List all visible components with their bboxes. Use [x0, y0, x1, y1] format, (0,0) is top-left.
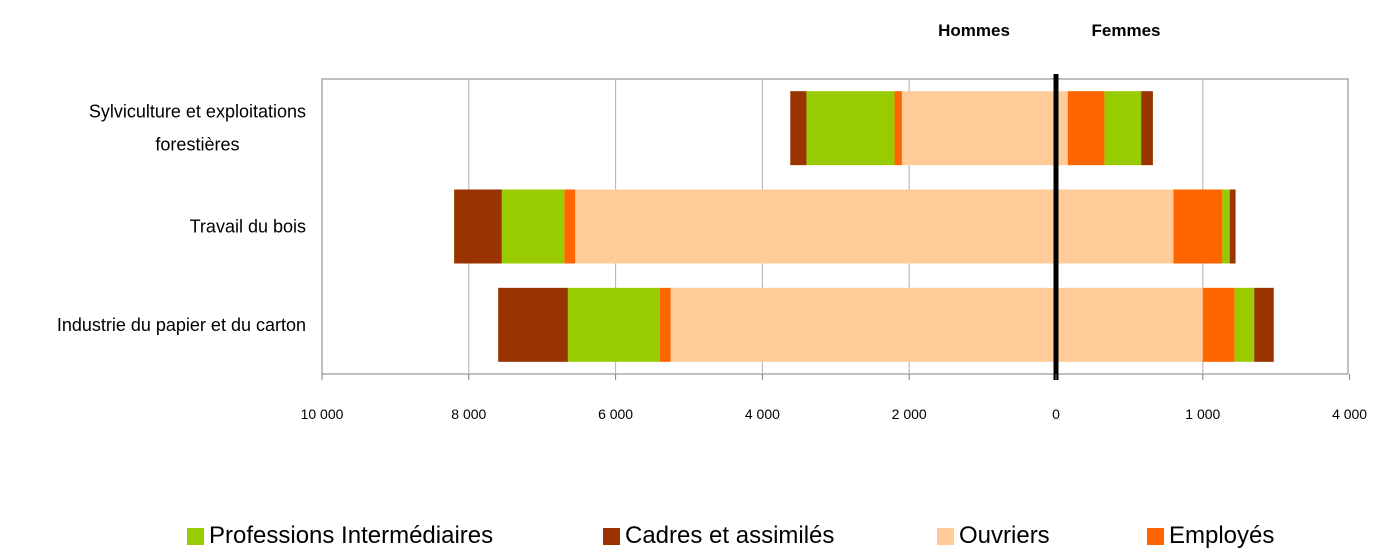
bar-hommes: [567, 287, 660, 362]
tick-label: 4 000: [745, 406, 780, 422]
bar-femmes: [1234, 287, 1255, 362]
tick-label: 4 000: [1332, 406, 1367, 422]
bar-hommes: [806, 91, 895, 166]
category-label: Sylviculture et exploitations: [89, 102, 306, 122]
bar-femmes: [1173, 189, 1223, 264]
bar-hommes: [575, 189, 1056, 264]
category-label: Travail du bois: [190, 217, 306, 237]
legend-label: Ouvriers: [959, 522, 1050, 549]
bar-femmes: [1222, 189, 1230, 264]
bar-hommes: [670, 287, 1056, 362]
legend-item-employes: Employés: [1147, 522, 1274, 550]
legend-swatch: [187, 527, 204, 545]
category-label: Industrie du papier et du carton: [57, 315, 306, 335]
bar-hommes: [454, 189, 502, 264]
bar-hommes: [498, 287, 568, 362]
bar-hommes: [501, 189, 565, 264]
tick-labels: 10 000 8 000 6 000 4 000 2 000 0 1 000 4 000: [301, 374, 1367, 422]
legend-item-cadres: Cadres et assimilés: [603, 522, 834, 550]
tick-label: 10 000: [301, 406, 344, 422]
bar-femmes: [1056, 287, 1203, 362]
legend-item-professions: Professions Intermédiaires: [187, 522, 493, 550]
bar-femmes: [1229, 189, 1236, 264]
chart: Hommes Femmes Sylviculture et exploitati…: [57, 21, 1367, 422]
tick-label: 6 000: [598, 406, 633, 422]
bar-femmes: [1056, 91, 1068, 166]
bar-hommes: [790, 91, 807, 166]
category-labels: Sylviculture et exploitations forestières…: [57, 102, 306, 335]
bar-femmes: [1141, 91, 1153, 166]
legend-label: Cadres et assimilés: [625, 522, 835, 549]
legend-swatch: [603, 527, 620, 545]
side-label-femmes: Femmes: [1092, 21, 1161, 40]
legend-swatch: [937, 527, 954, 545]
tick-label: 8 000: [451, 406, 486, 422]
tick-label: 2 000: [892, 406, 927, 422]
legend-swatch: [1147, 527, 1164, 545]
bar-femmes: [1254, 287, 1274, 362]
bar-femmes: [1056, 189, 1174, 264]
tick-label: 0: [1052, 406, 1060, 422]
bar-femmes: [1104, 91, 1142, 166]
legend-item-ouvriers: Ouvriers: [937, 522, 1050, 550]
tick-label: 1 000: [1185, 406, 1220, 422]
legend-label: Professions Intermédiaires: [209, 522, 494, 549]
bars: [454, 91, 1274, 362]
category-label: forestières: [155, 135, 239, 155]
bar-hommes: [901, 91, 1056, 166]
bar-hommes: [659, 287, 671, 362]
bar-femmes: [1202, 287, 1235, 362]
bar-hommes: [894, 91, 902, 166]
bar-hommes: [564, 189, 576, 264]
bar-femmes: [1067, 91, 1105, 166]
legend: Professions Intermédiaires Cadres et ass…: [0, 500, 1384, 552]
legend-label: Employés: [1169, 522, 1275, 549]
side-label-hommes: Hommes: [938, 21, 1010, 40]
